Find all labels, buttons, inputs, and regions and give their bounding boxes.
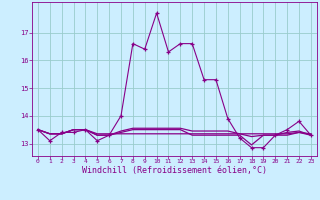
X-axis label: Windchill (Refroidissement éolien,°C): Windchill (Refroidissement éolien,°C): [82, 166, 267, 175]
